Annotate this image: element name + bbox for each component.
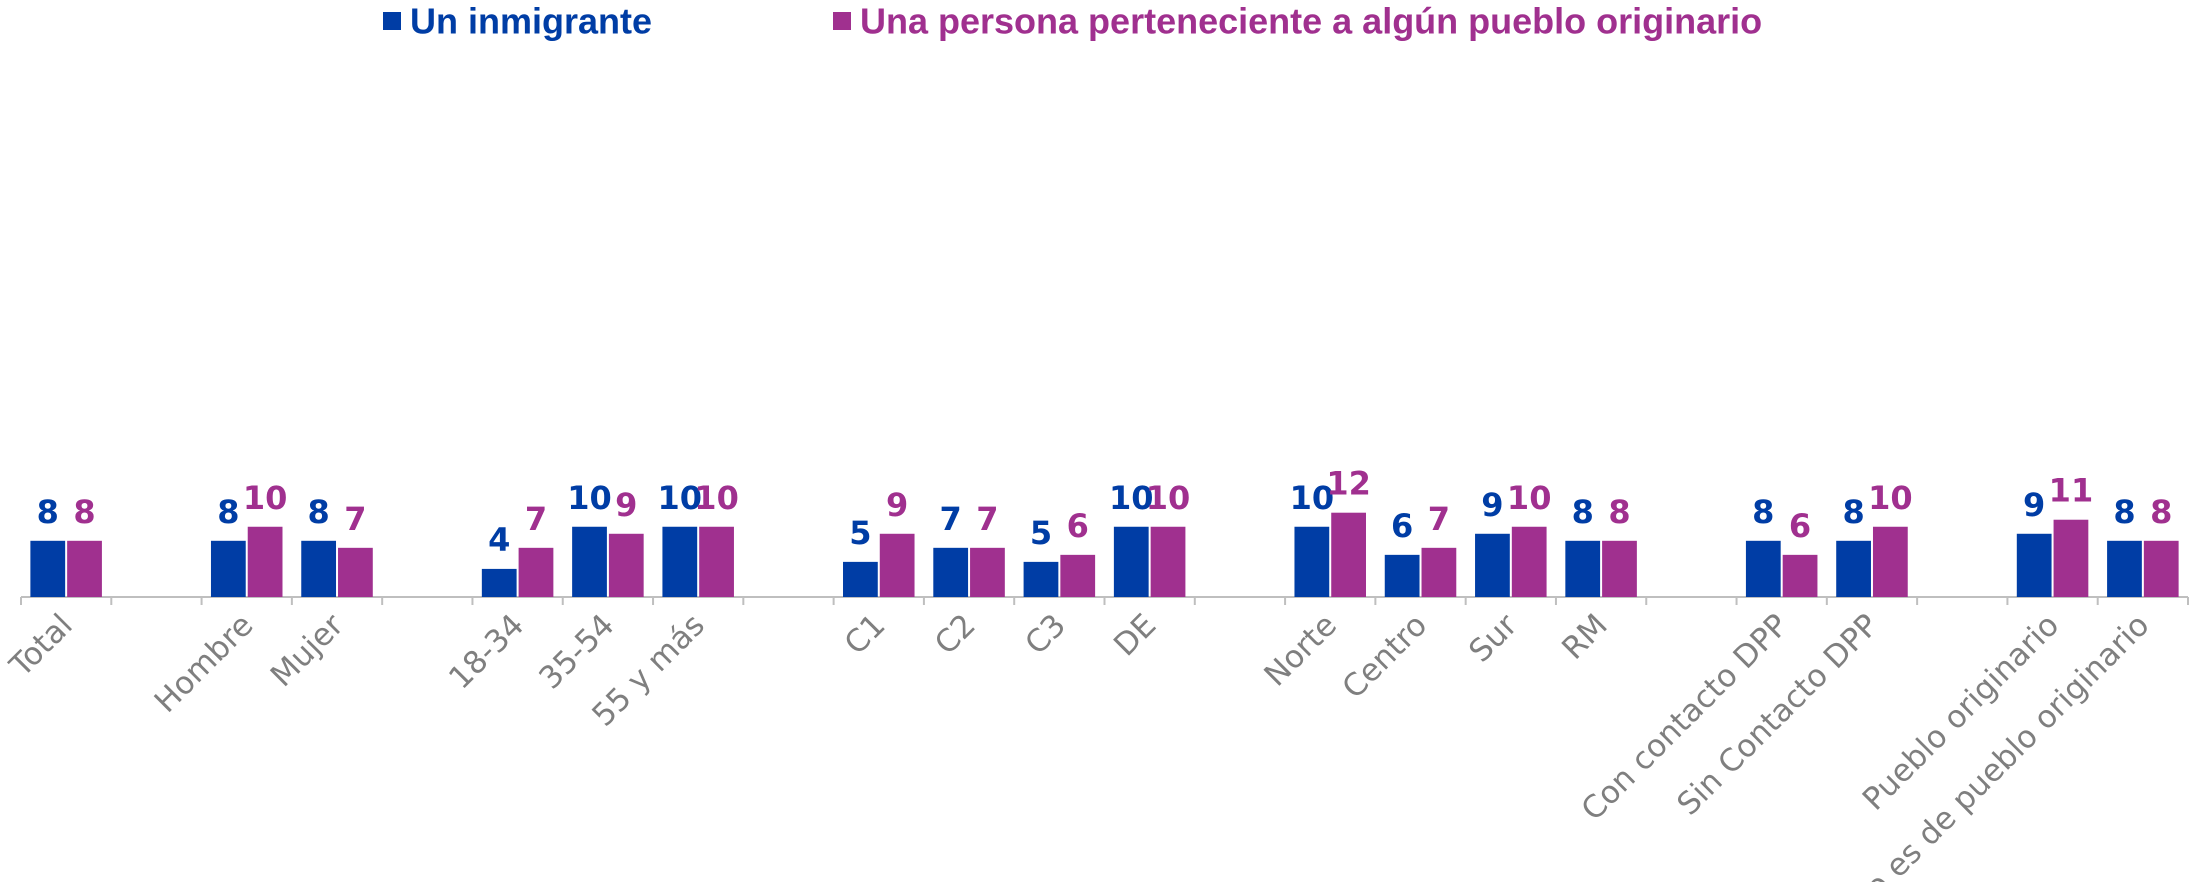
bar <box>1745 540 1781 597</box>
bar <box>572 526 607 597</box>
data-label: 9 <box>615 486 637 524</box>
x-tick-label: Norte <box>1258 607 1344 693</box>
bar <box>301 540 337 597</box>
bar <box>247 526 283 597</box>
bar <box>338 547 373 597</box>
bar <box>1421 547 1457 597</box>
bar <box>1565 540 1601 597</box>
bar <box>879 533 915 597</box>
bar <box>1872 526 1908 597</box>
x-tick-label: DE <box>1107 607 1163 663</box>
x-tick-label: Centro <box>1335 607 1434 706</box>
bar <box>518 547 554 597</box>
data-label: 8 <box>37 493 59 531</box>
x-tick-label: RM <box>1555 607 1615 667</box>
bar <box>1602 540 1637 597</box>
bar <box>1511 526 1547 597</box>
data-label: 7 <box>1428 500 1450 538</box>
data-label: 8 <box>1752 493 1774 531</box>
bar <box>970 547 1005 597</box>
data-label: 5 <box>1030 514 1052 552</box>
data-label: 8 <box>308 493 330 531</box>
x-tick-label: C2 <box>928 607 983 662</box>
bar <box>1782 554 1818 597</box>
bar <box>2053 519 2089 597</box>
bar <box>699 526 734 597</box>
bar <box>1331 512 1366 597</box>
bar <box>30 540 66 597</box>
data-label: 11 <box>2049 472 2094 510</box>
data-label: 4 <box>488 521 510 559</box>
data-label: 6 <box>1789 507 1811 545</box>
data-label: 8 <box>1572 493 1594 531</box>
data-label: 8 <box>73 493 95 531</box>
legend-swatch <box>833 12 851 30</box>
data-label: 10 <box>1109 479 1154 517</box>
x-tick-label: Mujer <box>264 607 351 694</box>
data-label: 9 <box>2023 486 2045 524</box>
bar <box>481 568 517 597</box>
data-label: 10 <box>243 479 288 517</box>
bar <box>2143 540 2179 597</box>
data-label: 10 <box>567 479 612 517</box>
data-label: 6 <box>1067 507 1089 545</box>
data-label: 10 <box>658 479 703 517</box>
bar <box>1060 554 1096 597</box>
data-label: 8 <box>2150 493 2172 531</box>
data-label: 9 <box>1481 486 1503 524</box>
data-label: 10 <box>694 479 739 517</box>
bar <box>2016 533 2052 597</box>
data-label: 10 <box>1290 479 1335 517</box>
bar <box>1384 554 1420 597</box>
x-tick-label: Hombre <box>148 607 261 720</box>
bar <box>662 526 698 597</box>
bar <box>1836 540 1871 597</box>
bar <box>210 540 246 597</box>
data-label: 12 <box>1326 465 1371 503</box>
bar <box>67 540 102 597</box>
x-tick-label: 18-34 <box>442 607 531 696</box>
bar <box>1023 561 1059 597</box>
data-label: 8 <box>2113 493 2135 531</box>
data-label: 9 <box>886 486 908 524</box>
legend-label: Un inmigrante <box>410 1 652 42</box>
bar <box>1475 533 1510 597</box>
data-label: 8 <box>217 493 239 531</box>
data-label: 5 <box>849 514 871 552</box>
bar <box>1113 526 1149 597</box>
x-tick-label: C3 <box>1018 607 1073 662</box>
bar <box>1294 526 1330 597</box>
bar <box>843 561 878 597</box>
bar <box>608 533 644 597</box>
legend-swatch <box>383 12 401 30</box>
bar <box>1150 526 1186 597</box>
bar <box>2107 540 2142 597</box>
data-label: 8 <box>1608 493 1630 531</box>
x-tick-label: Total <box>2 607 79 684</box>
bar <box>933 547 969 597</box>
data-label: 7 <box>976 500 998 538</box>
data-label: 7 <box>525 500 547 538</box>
legend-label: Una persona perteneciente a algún pueblo… <box>860 1 1762 42</box>
data-label: 7 <box>344 500 366 538</box>
data-label: 10 <box>1507 479 1552 517</box>
data-label: 10 <box>1868 479 1913 517</box>
data-label: 6 <box>1391 507 1413 545</box>
x-tick-label: 35-54 <box>532 607 621 696</box>
data-label: 7 <box>940 500 962 538</box>
x-tick-label: C1 <box>838 607 893 662</box>
data-label: 8 <box>1842 493 1864 531</box>
data-label: 10 <box>1146 479 1191 517</box>
x-tick-label: Sur <box>1462 607 1524 669</box>
